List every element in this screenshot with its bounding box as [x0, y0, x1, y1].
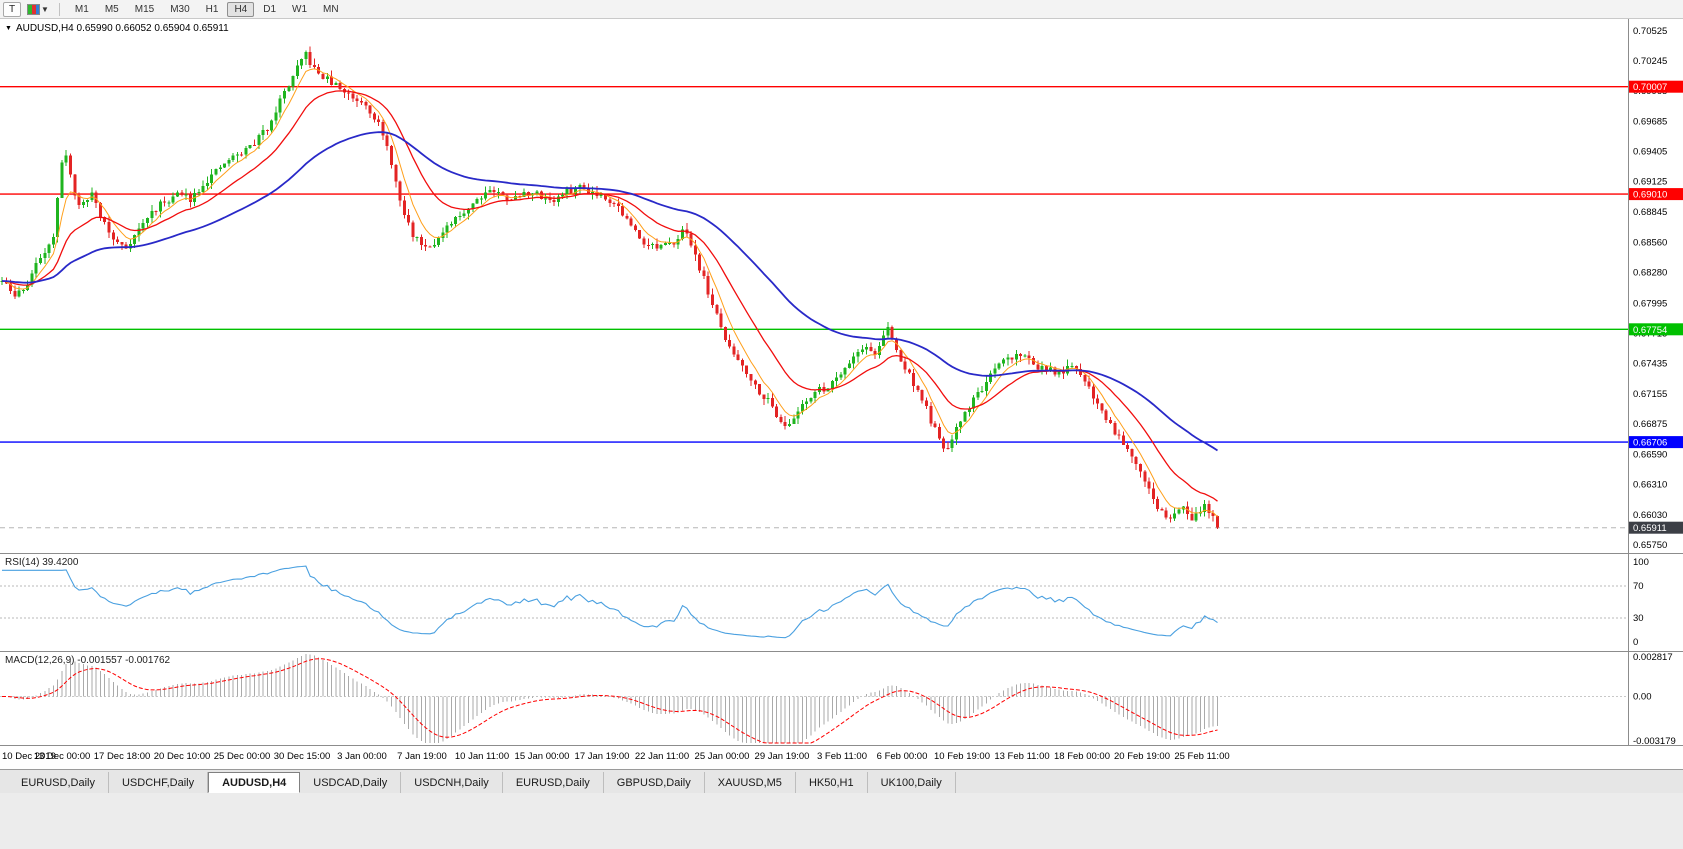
macd-panel[interactable]: 0.002817 0.00 -0.003179 MACD(12,26,9) -0.0… — [0, 651, 1683, 747]
svg-text:0.00: 0.00 — [1633, 692, 1652, 703]
timeframe-button-d1[interactable]: D1 — [263, 3, 277, 15]
svg-text:0.67754: 0.67754 — [1633, 325, 1667, 336]
svg-text:70: 70 — [1633, 581, 1644, 592]
svg-text:0.66875: 0.66875 — [1633, 419, 1667, 430]
svg-text:-0.003179: -0.003179 — [1633, 736, 1676, 745]
timeframe-button-h4[interactable]: H4 — [227, 1, 255, 17]
time-label: 30 Dec 15:00 — [273, 751, 331, 762]
rsi-label: RSI(14) 39.4200 — [5, 557, 79, 568]
svg-text:0.70007: 0.70007 — [1633, 82, 1667, 93]
svg-text:0.65911: 0.65911 — [1633, 523, 1667, 534]
svg-text:0.67435: 0.67435 — [1633, 359, 1667, 370]
chevron-down-icon: ▼ — [41, 4, 49, 14]
time-label: 13 Feb 11:00 — [994, 751, 1050, 762]
svg-text:0.002817: 0.002817 — [1633, 652, 1673, 663]
text-tool-button[interactable]: T — [3, 1, 21, 17]
time-label: 17 Dec 18:00 — [93, 751, 151, 762]
time-label: 25 Feb 11:00 — [1174, 751, 1230, 762]
timeframe-button-m1[interactable]: M1 — [74, 3, 89, 15]
svg-text:0: 0 — [1633, 637, 1638, 648]
svg-text:0.67995: 0.67995 — [1633, 298, 1667, 309]
svg-text:0.69685: 0.69685 — [1633, 116, 1667, 127]
chart-tab-1-usdchf-daily[interactable]: USDCHF,Daily — [108, 772, 209, 793]
time-label: 13 Dec 00:00 — [33, 751, 91, 762]
svg-text:0.69405: 0.69405 — [1633, 147, 1667, 158]
time-label: 20 Dec 10:00 — [153, 751, 211, 762]
chart-style-dropdown[interactable]: ▼ — [24, 2, 52, 17]
candlestick-canvas[interactable]: 0.705250.702450.699650.696850.694050.691… — [0, 19, 1683, 558]
chart-tab-0-eurusd-daily[interactable]: EURUSD,Daily — [8, 772, 109, 793]
chart-ohlc-text: AUDUSD,H4 0.65990 0.66052 0.65904 0.6591… — [15, 23, 229, 34]
svg-text:0.66310: 0.66310 — [1633, 480, 1667, 491]
time-label: 22 Jan 11:00 — [634, 751, 690, 762]
svg-text:0.70525: 0.70525 — [1633, 26, 1667, 37]
svg-text:30: 30 — [1633, 613, 1644, 624]
timeframe-button-h1[interactable]: H1 — [205, 3, 219, 15]
time-label: 29 Jan 19:00 — [754, 751, 810, 762]
svg-text:0.68560: 0.68560 — [1633, 238, 1667, 249]
time-label: 17 Jan 19:00 — [574, 751, 630, 762]
chart-tab-7-xauusd-m5[interactable]: XAUUSD,M5 — [704, 772, 796, 793]
chart-title: ▼ AUDUSD,H4 0.65990 0.66052 0.65904 0.65… — [5, 23, 229, 34]
time-label: 20 Feb 19:00 — [1114, 751, 1170, 762]
chart-tabs-bar: EURUSD,Daily USDCHF,Daily AUDUSD,H4 USDCAD,… — [0, 769, 1683, 793]
rsi-panel[interactable]: 100 70 30 0 RSI(14) 39.4200 — [0, 553, 1683, 651]
timeframe-button-m15[interactable]: M15 — [134, 3, 155, 15]
main-price-chart[interactable]: 0.705250.702450.699650.696850.694050.691… — [0, 19, 1683, 553]
svg-text:0.69010: 0.69010 — [1633, 190, 1667, 201]
chart-tab-4-usdcnh-daily[interactable]: USDCNH,Daily — [401, 772, 503, 793]
chart-tab-3-usdcad-daily[interactable]: USDCAD,Daily — [300, 772, 402, 793]
svg-text:0.70245: 0.70245 — [1633, 56, 1667, 67]
time-label: 10 Jan 11:00 — [454, 751, 510, 762]
svg-text:0.66590: 0.66590 — [1633, 450, 1667, 461]
palette-icon — [27, 3, 40, 15]
timeframe-button-m5[interactable]: M5 — [104, 3, 119, 15]
chart-tab-6-gbpusd-daily[interactable]: GBPUSD,Daily — [603, 772, 705, 793]
timeframe-buttons: M1 M5 M15 M30 H1 H4 D1 W1 MN — [67, 1, 347, 17]
chart-tab-2-audusd-h4[interactable]: AUDUSD,H4 — [208, 772, 301, 793]
time-axis[interactable]: 10 Dec 2019 13 Dec 00:00 17 Dec 18:00 20 De… — [0, 745, 1683, 769]
svg-text:0.69125: 0.69125 — [1633, 177, 1667, 188]
timeframe-toolbar: T ▼ M1 M5 M15 M30 H1 H4 D1 W1 MN — [0, 0, 1683, 19]
window-filler — [0, 793, 1683, 849]
timeframe-button-w1[interactable]: W1 — [292, 3, 308, 15]
macd-canvas[interactable]: 0.002817 0.00 -0.003179 — [0, 652, 1683, 750]
time-label: 10 Dec 2019 — [2, 751, 56, 762]
time-label: 15 Jan 00:00 — [514, 751, 570, 762]
svg-text:100: 100 — [1633, 557, 1649, 568]
svg-text:0.66030: 0.66030 — [1633, 510, 1667, 521]
timeframe-button-mn[interactable]: MN — [323, 3, 339, 15]
toolbar-separator — [58, 2, 60, 16]
time-label: 7 Jan 19:00 — [397, 751, 447, 762]
time-label: 3 Feb 11:00 — [816, 751, 868, 762]
time-label: 25 Jan 00:00 — [694, 751, 750, 762]
svg-text:0.67155: 0.67155 — [1633, 389, 1667, 400]
chart-tab-8-hk50-h1[interactable]: HK50,H1 — [795, 772, 868, 793]
time-label: 10 Feb 19:00 — [934, 751, 990, 762]
chart-marker-icon: ▼ — [5, 25, 12, 32]
time-label: 18 Feb 00:00 — [1054, 751, 1110, 762]
time-label: 25 Dec 00:00 — [213, 751, 271, 762]
chart-tab-5-eurusd-daily[interactable]: EURUSD,Daily — [502, 772, 604, 793]
timeframe-button-m30[interactable]: M30 — [170, 3, 190, 15]
chart-tab-9-uk100-daily[interactable]: UK100,Daily — [867, 772, 956, 793]
svg-text:0.65750: 0.65750 — [1633, 540, 1667, 551]
svg-text:0.68845: 0.68845 — [1633, 207, 1667, 218]
svg-text:0.66706: 0.66706 — [1633, 438, 1667, 449]
time-label: 3 Jan 00:00 — [337, 751, 387, 762]
macd-label: MACD(12,26,9) -0.001557 -0.001762 — [5, 655, 171, 666]
rsi-canvas[interactable]: 100 70 30 0 — [0, 554, 1683, 656]
time-label: 6 Feb 00:00 — [876, 751, 928, 762]
svg-text:0.68280: 0.68280 — [1633, 268, 1667, 279]
